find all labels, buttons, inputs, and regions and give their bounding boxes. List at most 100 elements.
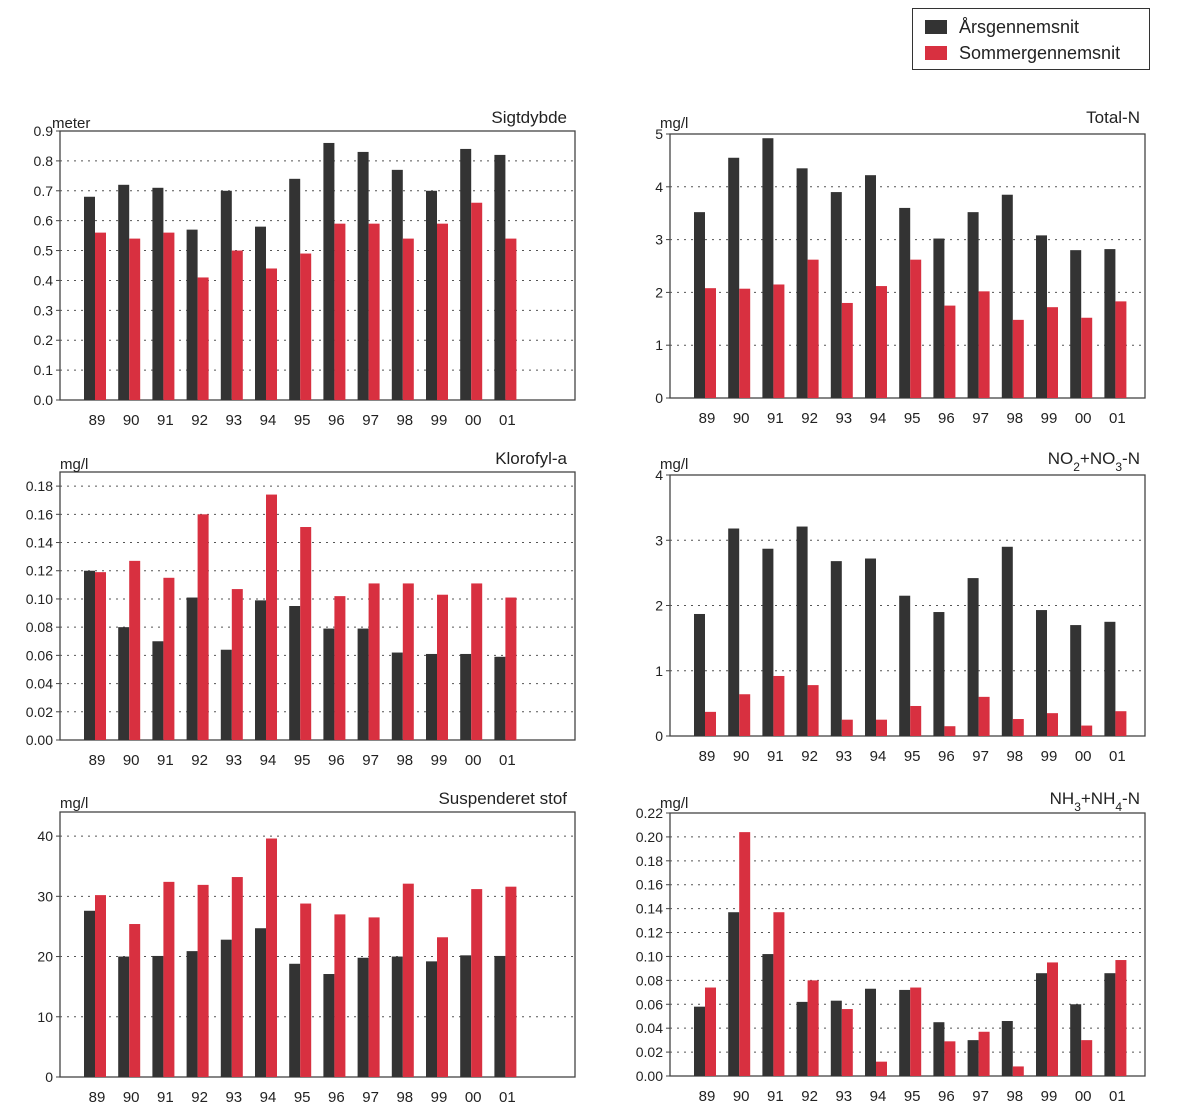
bar-summer: [368, 583, 380, 740]
y-tick-label: 0.0: [34, 392, 54, 408]
y-tick-label: 1: [655, 663, 663, 679]
bar-summer: [807, 980, 819, 1076]
x-tick-label: 91: [157, 1089, 174, 1106]
bar-annual: [865, 988, 876, 1076]
x-tick-label: 93: [225, 412, 242, 429]
y-tick-label: 0.08: [636, 972, 663, 988]
bar-summer: [300, 527, 312, 740]
bar-annual: [933, 238, 945, 398]
x-tick-label: 94: [260, 412, 277, 429]
bar-summer: [978, 1031, 990, 1076]
bar-annual: [323, 628, 335, 740]
x-tick-label: 93: [835, 410, 852, 427]
bar-summer: [841, 1009, 853, 1076]
bar-summer: [300, 903, 312, 1077]
y-tick-label: 0.12: [26, 563, 53, 579]
y-tick-label: 40: [37, 828, 53, 844]
bar-summer: [978, 291, 990, 398]
bar-summer: [910, 259, 922, 398]
bar-annual: [694, 1006, 705, 1076]
x-tick-label: 96: [328, 412, 345, 429]
bar-annual: [865, 175, 876, 398]
bar-annual: [967, 1040, 979, 1076]
y-tick-label: 0.00: [636, 1068, 663, 1084]
x-tick-label: 91: [767, 1088, 784, 1105]
bar-summer: [129, 560, 141, 740]
y-tick-label: 20: [37, 949, 53, 965]
bar-summer: [368, 223, 380, 400]
x-tick-label: 95: [904, 410, 921, 427]
bar-summer: [95, 572, 106, 740]
bar-annual: [255, 928, 266, 1077]
bar-summer: [944, 726, 956, 736]
chart-panel: 0.00 0.02 0.04 0.06 0.08 0.10 0.12 0.14 0.16 0.18…: [26, 449, 576, 769]
x-tick-label: 89: [699, 1088, 716, 1105]
chart-title: NO2+NO3-N: [1048, 449, 1140, 474]
y-tick-label: 0.08: [26, 619, 53, 635]
bar-summer: [876, 1061, 887, 1076]
x-tick-label: 98: [396, 1089, 413, 1106]
x-tick-label: 98: [1006, 410, 1023, 427]
bar-annual: [289, 963, 301, 1077]
bar-annual: [84, 910, 95, 1077]
x-tick-label: 95: [294, 752, 311, 769]
chart-panel: 0.00 0.02 0.04 0.06 0.08 0.10 0.12 0.14 0.16 0.18…: [636, 789, 1146, 1105]
bar-annual: [1001, 194, 1013, 398]
x-tick-label: 01: [1109, 410, 1126, 427]
bar-annual: [391, 169, 403, 400]
bar-summer: [231, 589, 243, 740]
bar-annual: [1036, 973, 1047, 1076]
y-tick-label: 0.04: [636, 1020, 663, 1036]
bar-summer: [705, 288, 716, 398]
bar-summer: [437, 937, 448, 1077]
bar-annual: [830, 1000, 842, 1076]
y-tick-label: 3: [655, 232, 663, 248]
y-axis-label: mg/l: [60, 456, 88, 473]
x-tick-label: 99: [1041, 410, 1058, 427]
bar-annual: [967, 212, 979, 398]
bar-annual: [118, 956, 130, 1077]
x-tick-label: 98: [1006, 748, 1023, 765]
bar-summer: [1081, 725, 1093, 736]
bar-annual: [186, 229, 198, 400]
x-tick-label: 90: [123, 1089, 140, 1106]
x-tick-label: 96: [328, 1089, 345, 1106]
bar-annual: [152, 955, 164, 1077]
y-tick-label: 4: [655, 179, 663, 195]
bar-summer: [841, 302, 853, 398]
x-tick-label: 98: [1006, 1088, 1023, 1105]
bar-summer: [910, 987, 922, 1076]
bar-annual: [728, 912, 740, 1076]
bar-summer: [471, 889, 483, 1077]
x-tick-label: 95: [904, 1088, 921, 1105]
bar-annual: [494, 955, 506, 1077]
x-tick-label: 96: [938, 410, 955, 427]
x-tick-label: 94: [260, 752, 277, 769]
y-tick-label: 4: [655, 467, 663, 483]
bar-annual: [694, 212, 705, 398]
x-tick-label: 01: [1109, 748, 1126, 765]
bar-annual: [899, 207, 911, 398]
plot-frame: [59, 471, 576, 741]
bar-summer: [402, 238, 414, 400]
y-tick-label: 0.06: [636, 996, 663, 1012]
bar-summer: [1115, 711, 1127, 736]
chart-panel: 0.0 0.1 0.2 0.3 0.4 0.5 0.6 0.7 0.8 0.9 89 90 91 92 93…: [34, 108, 576, 429]
y-tick-label: 2: [655, 284, 663, 300]
bar-annual: [694, 613, 705, 736]
y-axis-label: mg/l: [660, 456, 688, 473]
chart-title: Sigtdybde: [491, 108, 567, 127]
x-tick-label: 99: [431, 752, 448, 769]
x-tick-label: 97: [362, 412, 379, 429]
chart-title: Suspenderet stof: [438, 789, 567, 808]
bar-annual: [762, 954, 774, 1076]
bar-annual: [933, 1022, 945, 1076]
x-tick-label: 90: [733, 748, 750, 765]
bar-summer: [402, 883, 414, 1077]
x-tick-label: 89: [89, 1089, 106, 1106]
bar-annual: [1104, 249, 1116, 398]
bar-annual: [460, 955, 472, 1077]
bar-annual: [460, 653, 472, 740]
